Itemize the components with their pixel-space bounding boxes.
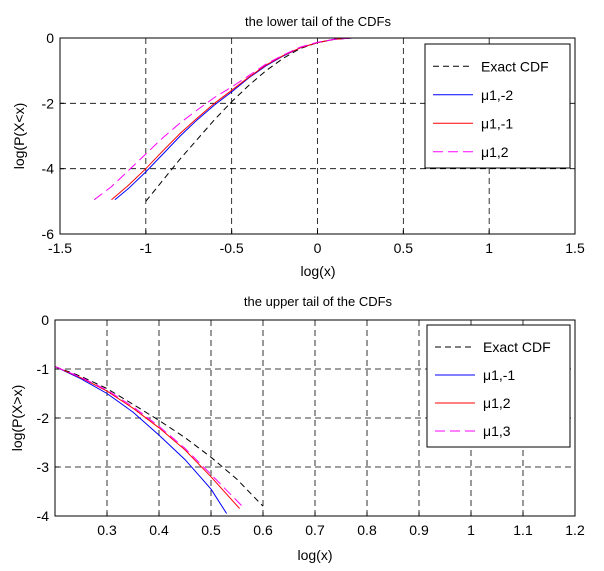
y-tick-label: -1 [37, 361, 50, 377]
legend-label: Exact CDF [483, 339, 551, 355]
legend-label: Exact CDF [481, 58, 549, 74]
y-tick-label: -2 [37, 410, 50, 426]
legend-label: μ1,-1 [483, 367, 515, 383]
x-tick-label: 0 [314, 240, 322, 256]
x-tick-label: -0.5 [220, 240, 244, 256]
x-tick-label: -1.5 [48, 240, 72, 256]
y-tick-label: -4 [42, 161, 55, 177]
y-tick-label: -6 [42, 226, 55, 242]
x-tick-label: 1 [485, 240, 493, 256]
legend-label: μ1,2 [483, 395, 511, 411]
legend-box [424, 43, 571, 169]
legend-label: μ1,3 [483, 423, 511, 439]
x-tick-label: -1 [140, 240, 153, 256]
legend: Exact CDF μ1,-2 μ1,-1 μ1,2 [424, 43, 571, 169]
y-axis-label: log(P(X>x) [9, 385, 25, 452]
x-tick-label: 0.6 [253, 522, 273, 538]
legend-label: μ1,-2 [481, 87, 513, 103]
series-line [54, 366, 228, 514]
legend-label: μ1,-1 [481, 115, 513, 131]
series-line [54, 366, 264, 507]
tick-labels: -1.5 -1 -0.5 0 0.5 1 1.5 -6 -4 -2 0 [42, 30, 585, 256]
x-axis-label: log(x) [300, 263, 335, 279]
y-axis-label: log(P(X<x) [11, 103, 27, 170]
y-tick-label: 0 [46, 30, 54, 46]
y-tick-label: -3 [37, 459, 50, 475]
lower-tail-chart: the lower tail of the CDFs -1.5 -1 -0.5 0 0.… [11, 14, 585, 279]
legend: Exact CDF μ1,-1 μ1,2 μ1,3 [426, 324, 571, 448]
x-axis-label: log(x) [297, 547, 332, 563]
x-tick-label: 0.3 [97, 522, 117, 538]
x-tick-label: 1.5 [565, 240, 585, 256]
x-tick-label: 0.4 [149, 522, 169, 538]
legend-box [426, 324, 571, 448]
series-line [54, 366, 243, 507]
x-tick-label: 1 [467, 522, 475, 538]
upper-tail-chart: the upper tail of the CDFs 0.3 0.4 0.5 0.6 0… [9, 294, 585, 563]
x-tick-label: 1.2 [565, 522, 585, 538]
y-tick-label: -4 [37, 508, 50, 524]
x-tick-label: 0.5 [201, 522, 221, 538]
chart-title: the upper tail of the CDFs [244, 294, 393, 309]
x-tick-label: 0.8 [357, 522, 377, 538]
plot-lines [54, 366, 264, 514]
y-tick-label: -2 [42, 95, 55, 111]
series-line [54, 366, 240, 509]
y-tick-label: 0 [41, 312, 49, 328]
chart-title: the lower tail of the CDFs [245, 14, 391, 29]
x-tick-label: 1.1 [513, 522, 533, 538]
tick-labels: 0.3 0.4 0.5 0.6 0.7 0.8 0.9 1 1.1 1.2 -4 -3 -2 -1 0 [37, 312, 585, 538]
x-tick-label: 0.7 [305, 522, 325, 538]
legend-label: μ1,2 [481, 144, 509, 160]
x-tick-label: 0.5 [394, 240, 414, 256]
x-tick-label: 0.9 [409, 522, 429, 538]
